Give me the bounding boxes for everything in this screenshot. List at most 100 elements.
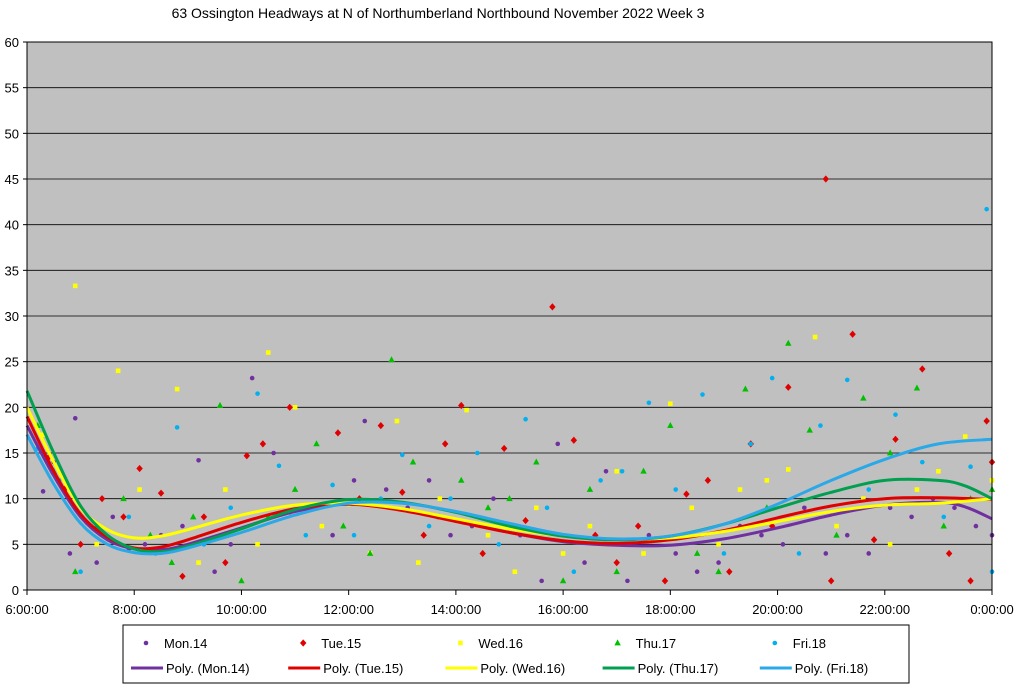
data-point bbox=[844, 532, 850, 538]
data-point bbox=[833, 531, 840, 538]
data-point bbox=[98, 495, 106, 503]
data-point bbox=[759, 532, 764, 538]
data-point bbox=[484, 504, 492, 511]
data-point bbox=[748, 441, 754, 447]
legend-marker bbox=[614, 639, 621, 646]
data-point bbox=[544, 505, 550, 511]
data-point bbox=[914, 487, 920, 492]
data-point bbox=[420, 531, 427, 539]
data-point bbox=[189, 513, 197, 520]
data-point bbox=[973, 523, 979, 529]
data-point bbox=[555, 441, 561, 447]
data-point bbox=[243, 452, 251, 460]
data-point bbox=[72, 415, 78, 421]
data-point bbox=[196, 560, 201, 565]
data-point bbox=[259, 440, 267, 448]
data-point bbox=[913, 384, 921, 391]
data-point bbox=[77, 540, 84, 548]
data-point bbox=[475, 450, 480, 456]
data-point bbox=[603, 468, 609, 474]
data-point bbox=[351, 532, 357, 538]
data-point bbox=[464, 407, 469, 413]
x-tick-label: 22:00:00 bbox=[859, 602, 910, 617]
data-point bbox=[893, 412, 898, 417]
data-point bbox=[582, 560, 587, 565]
data-point bbox=[512, 569, 518, 575]
data-point bbox=[769, 375, 775, 381]
data-point bbox=[174, 386, 180, 392]
data-point bbox=[458, 476, 465, 483]
data-point bbox=[694, 569, 700, 575]
y-tick-label: 5 bbox=[12, 537, 19, 552]
data-point bbox=[255, 391, 260, 396]
data-point bbox=[870, 536, 878, 544]
data-point bbox=[866, 487, 871, 492]
data-point bbox=[174, 425, 180, 430]
data-point bbox=[952, 505, 957, 511]
trendlines bbox=[25, 390, 993, 556]
data-point bbox=[860, 394, 867, 401]
data-point bbox=[962, 434, 968, 439]
data-point bbox=[286, 403, 293, 411]
plot-border bbox=[26, 41, 993, 591]
data-point bbox=[120, 513, 127, 521]
data-point bbox=[641, 551, 646, 556]
data-point bbox=[485, 532, 491, 538]
data-point bbox=[539, 578, 544, 584]
x-tick-label: 20:00:00 bbox=[752, 602, 803, 617]
data-point bbox=[693, 549, 701, 556]
legend-marker bbox=[300, 639, 307, 647]
data-point bbox=[661, 577, 669, 585]
data-point bbox=[673, 487, 678, 492]
data-point bbox=[721, 551, 727, 556]
data-point bbox=[416, 560, 421, 565]
data-point bbox=[689, 505, 695, 511]
data-point bbox=[823, 551, 829, 556]
x-tick-label: 12:00:00 bbox=[323, 602, 374, 617]
x-tick-label: 6:00:00 bbox=[5, 602, 48, 617]
data-point bbox=[340, 522, 347, 529]
data-point bbox=[827, 577, 835, 585]
data-point bbox=[222, 559, 229, 567]
data-point bbox=[394, 418, 400, 424]
data-point bbox=[646, 532, 652, 538]
data-point bbox=[168, 559, 175, 565]
data-point bbox=[968, 464, 973, 470]
data-point bbox=[216, 401, 224, 408]
data-point bbox=[523, 416, 528, 422]
data-point bbox=[667, 422, 674, 428]
y-tick-label: 20 bbox=[5, 400, 19, 415]
data-point bbox=[806, 426, 813, 433]
data-point bbox=[72, 283, 78, 289]
data-point bbox=[78, 569, 83, 575]
data-point bbox=[613, 559, 620, 567]
data-point bbox=[319, 523, 325, 529]
data-point bbox=[255, 542, 260, 547]
data-point bbox=[491, 496, 496, 501]
legend-box bbox=[122, 624, 910, 684]
trendline-poly-fri-18 bbox=[25, 433, 993, 556]
legend-label: Poly. (Thu.17) bbox=[638, 661, 719, 676]
data-point bbox=[126, 514, 132, 520]
data-point bbox=[646, 400, 652, 406]
x-tick-label: 16:00:00 bbox=[538, 602, 589, 617]
data-point bbox=[383, 487, 389, 492]
data-point bbox=[861, 496, 866, 501]
data-point bbox=[200, 513, 208, 521]
data-point bbox=[700, 392, 705, 397]
y-tick-label: 40 bbox=[5, 218, 19, 233]
y-tick-label: 30 bbox=[5, 309, 19, 324]
data-point bbox=[276, 463, 282, 469]
legend-marker bbox=[458, 640, 463, 646]
legend: Mon.14 Tue.15 Wed.16 Thu.17 Fri.18 Poly. (Mon… bbox=[122, 624, 910, 684]
data-point bbox=[94, 542, 99, 547]
data-point bbox=[313, 440, 320, 447]
data-point bbox=[886, 449, 894, 456]
data-point bbox=[303, 532, 309, 538]
data-point bbox=[496, 542, 502, 547]
data-point bbox=[351, 478, 357, 483]
data-point bbox=[228, 542, 234, 547]
data-point bbox=[334, 429, 342, 437]
data-point bbox=[936, 468, 941, 474]
data-point bbox=[849, 330, 856, 338]
